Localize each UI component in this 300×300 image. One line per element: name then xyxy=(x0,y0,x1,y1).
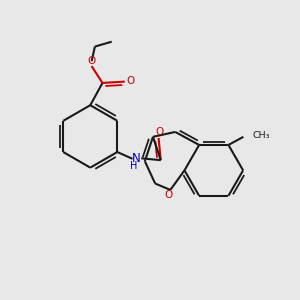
Text: N: N xyxy=(132,152,141,165)
Text: O: O xyxy=(164,190,172,200)
Text: O: O xyxy=(155,127,163,137)
Text: O: O xyxy=(87,56,95,66)
Text: O: O xyxy=(127,76,135,86)
Text: CH₃: CH₃ xyxy=(252,131,270,140)
Text: H: H xyxy=(130,161,137,171)
